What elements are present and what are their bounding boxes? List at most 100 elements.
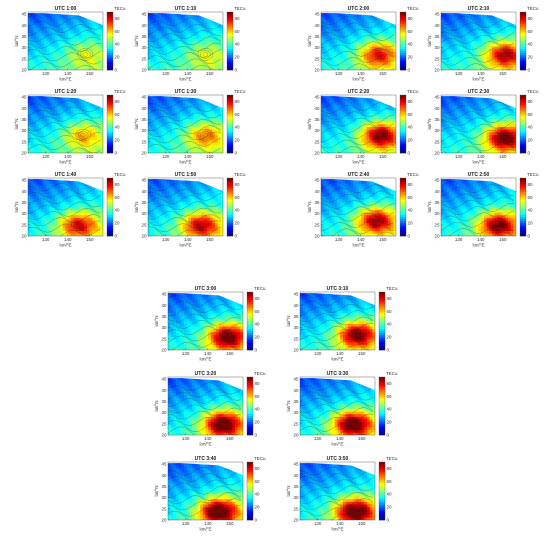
tec-map-svg: UTC 1:50 130 140 150 20 25 30 35 40 45 lon/°E lat/°… xyxy=(134,172,246,248)
y-tick-label: 40 xyxy=(21,189,27,194)
tec-map-svg: UTC 3:30 130 140 150 20 25 30 35 40 45 lon/°E lat/°… xyxy=(286,371,398,447)
colorbar-label: TECu xyxy=(386,371,398,376)
colorbar-tick-label: 0 xyxy=(387,433,390,438)
tec-map-svg: UTC 1:40 130 140 150 20 25 30 35 40 45 lon/°E lat/°… xyxy=(14,172,126,248)
colorbar-label: TECu xyxy=(527,6,539,11)
x-axis-label: lon/°E xyxy=(472,160,484,165)
colorbar-tick-label: 80 xyxy=(387,381,393,386)
panel-title: UTC 1:40 xyxy=(55,172,77,178)
colorbar-tick-label: 0 xyxy=(255,433,258,438)
colorbar-label: TECu xyxy=(386,456,398,461)
tec-map-panel: UTC 3:20 130 140 150 20 25 30 35 40 45 lon/°E lat/°… xyxy=(150,369,266,453)
x-tick-label: 150 xyxy=(86,237,94,242)
x-axis-label: lon/°E xyxy=(331,527,343,532)
y-tick-label: 40 xyxy=(141,23,147,28)
y-tick-label: 25 xyxy=(314,139,320,144)
colorbar-tick-label: 80 xyxy=(255,296,261,301)
y-tick-label: 20 xyxy=(314,234,320,239)
x-tick-label: 140 xyxy=(184,154,192,159)
x-tick-label: 130 xyxy=(314,436,322,441)
y-tick-label: 30 xyxy=(141,45,147,50)
colorbar-tick-label: 80 xyxy=(255,381,261,386)
tec-field xyxy=(441,96,516,153)
x-axis-label: lon/°E xyxy=(59,160,71,165)
colorbar-tick-label: 60 xyxy=(387,394,393,399)
x-tick-label: 130 xyxy=(162,71,170,76)
colorbar-label: TECu xyxy=(407,172,419,177)
panel-title: UTC 2:00 xyxy=(348,6,370,12)
y-tick-label: 30 xyxy=(21,211,27,216)
y-tick-label: 25 xyxy=(161,506,167,511)
x-tick-label: 140 xyxy=(184,237,192,242)
y-tick-label: 35 xyxy=(314,117,320,122)
tec-field xyxy=(300,293,375,350)
y-axis-label: lat/°N xyxy=(14,118,19,129)
y-tick-label: 35 xyxy=(161,484,167,489)
y-tick-label: 35 xyxy=(141,34,147,39)
y-tick-label: 35 xyxy=(161,399,167,404)
y-tick-label: 45 xyxy=(141,178,147,183)
y-tick-label: 40 xyxy=(434,189,440,194)
tec-field xyxy=(321,13,396,70)
y-axis-label: lat/°N xyxy=(427,201,432,212)
tec-map-panel: UTC 1:30 130 140 150 20 25 30 35 40 45 lon/°E lat/°… xyxy=(130,87,246,171)
x-tick-label: 140 xyxy=(336,521,344,526)
tec-map-panel: UTC 1:00 130 140 150 20 25 30 35 40 45 lon/°E lat/°… xyxy=(10,4,126,88)
y-tick-label: 45 xyxy=(21,95,27,100)
colorbar-label: TECu xyxy=(114,172,126,177)
tec-field xyxy=(321,96,396,153)
x-tick-label: 150 xyxy=(379,237,387,242)
y-tick-label: 30 xyxy=(434,211,440,216)
colorbar-tick-label: 60 xyxy=(255,309,261,314)
x-tick-label: 150 xyxy=(499,237,507,242)
colorbar-label: TECu xyxy=(254,456,266,461)
panel-title: UTC 2:10 xyxy=(468,6,490,12)
tec-map-panel: UTC 2:10 130 140 150 20 25 30 35 40 45 lon/°E lat/°… xyxy=(423,4,539,88)
panel-title: UTC 1:10 xyxy=(175,6,197,12)
y-tick-label: 45 xyxy=(161,462,167,467)
y-tick-label: 35 xyxy=(293,399,299,404)
colorbar-tick-label: 20 xyxy=(255,505,261,510)
y-tick-label: 30 xyxy=(141,128,147,133)
colorbar-tick-label: 20 xyxy=(255,335,261,340)
tec-map-svg: UTC 2:10 130 140 150 20 25 30 35 40 45 lon/°E lat/°… xyxy=(427,6,539,82)
y-tick-label: 20 xyxy=(141,68,147,73)
colorbar-tick-label: 80 xyxy=(528,99,534,104)
y-tick-label: 40 xyxy=(434,23,440,28)
colorbar-tick-label: 0 xyxy=(408,68,411,73)
x-tick-label: 130 xyxy=(335,154,343,159)
x-tick-label: 150 xyxy=(206,237,214,242)
x-tick-label: 140 xyxy=(336,436,344,441)
y-tick-label: 40 xyxy=(293,303,299,308)
colorbar-tick-label: 0 xyxy=(528,151,531,156)
x-tick-label: 150 xyxy=(499,154,507,159)
colorbar-label: TECu xyxy=(527,89,539,94)
colorbar-tick-label: 0 xyxy=(408,151,411,156)
x-axis-label: lon/°E xyxy=(199,357,211,362)
x-tick-label: 130 xyxy=(42,71,50,76)
tec-map-panel: UTC 1:20 130 140 150 20 25 30 35 40 45 lon/°E lat/°… xyxy=(10,87,126,171)
y-tick-label: 20 xyxy=(21,68,27,73)
y-tick-label: 40 xyxy=(293,388,299,393)
y-axis-label: lat/°N xyxy=(154,400,159,411)
y-axis-label: lat/°N xyxy=(307,118,312,129)
y-tick-label: 45 xyxy=(314,12,320,17)
panel-title: UTC 1:30 xyxy=(175,89,197,95)
y-axis-label: lat/°N xyxy=(14,201,19,212)
x-axis-label: lon/°E xyxy=(179,243,191,248)
colorbar-tick-label: 40 xyxy=(408,42,414,47)
y-tick-label: 20 xyxy=(21,151,27,156)
colorbar-tick-label: 60 xyxy=(408,29,414,34)
x-axis-label: lon/°E xyxy=(331,442,343,447)
x-tick-label: 130 xyxy=(182,351,190,356)
panel-title: UTC 3:40 xyxy=(195,456,217,462)
colorbar-tick-label: 20 xyxy=(235,55,241,60)
x-tick-label: 150 xyxy=(358,351,366,356)
colorbar-tick-label: 40 xyxy=(235,42,241,47)
y-axis-label: lat/°N xyxy=(307,201,312,212)
y-tick-label: 40 xyxy=(434,106,440,111)
colorbar-tick-label: 20 xyxy=(408,221,414,226)
tec-field xyxy=(168,463,243,520)
y-tick-label: 20 xyxy=(314,68,320,73)
y-tick-label: 20 xyxy=(293,433,299,438)
